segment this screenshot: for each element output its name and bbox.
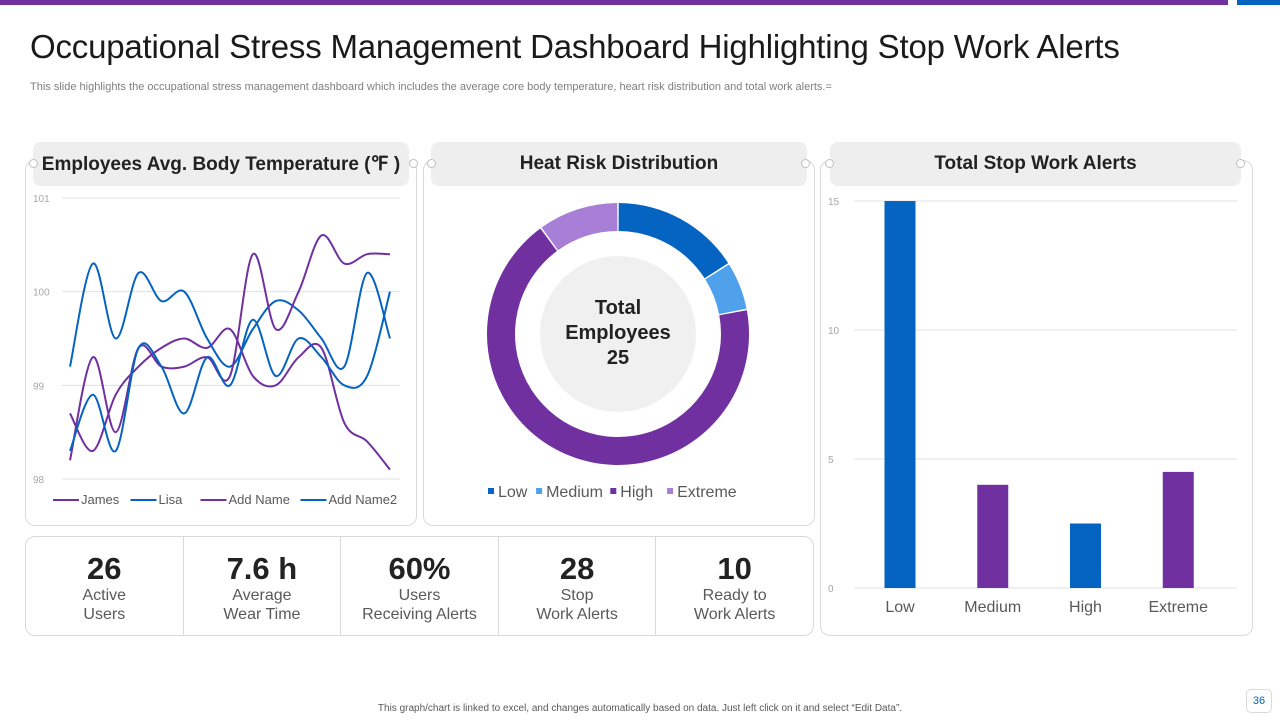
kpi-label: Users xyxy=(83,606,126,623)
kpi-label: Work Alerts xyxy=(693,606,776,623)
kpi-average-wear-time: 7.6 h Average Wear Time xyxy=(184,537,342,635)
y-tick-label: 100 xyxy=(33,288,50,299)
header-connector-dot xyxy=(29,159,38,168)
kpi-label: Average xyxy=(232,587,292,604)
y-tick-label: 5 xyxy=(828,455,834,466)
series-line xyxy=(69,327,391,471)
page-title: Occupational Stress Management Dashboard… xyxy=(30,28,1120,65)
x-tick-label: Low xyxy=(885,599,915,616)
bar xyxy=(1162,471,1194,588)
y-tick-label: 101 xyxy=(33,194,50,205)
legend-label: James xyxy=(81,492,120,507)
legend-label: High xyxy=(620,484,653,501)
kpi-label: Wear Time xyxy=(223,606,301,623)
kpi-row: 26 Active Users 7.6 h Average Wear Time … xyxy=(25,536,814,636)
bar xyxy=(884,201,916,588)
donut-center-line: Employees xyxy=(565,322,671,344)
legend-label: Extreme xyxy=(677,484,737,501)
kpi-label: Receiving Alerts xyxy=(362,606,477,623)
y-tick-label: 15 xyxy=(828,197,840,208)
alerts-card-header: Total Stop Work Alerts xyxy=(830,142,1241,186)
y-tick-label: 0 xyxy=(828,584,834,595)
series-line xyxy=(69,262,391,370)
legend-swatch xyxy=(488,488,494,494)
heat-risk-donut-chart: Low Medium High Extreme xyxy=(486,203,749,501)
donut-center-label: Total Employees 25 xyxy=(541,296,695,371)
legend-label: Add Name2 xyxy=(329,492,398,507)
temperature-card-header: Employees Avg. Body Temperature (℉ ) xyxy=(33,142,409,186)
y-tick-label: 98 xyxy=(33,475,45,486)
kpi-label: Active xyxy=(82,587,127,604)
legend-label: Medium xyxy=(546,484,603,501)
legend-swatch xyxy=(536,488,543,494)
kpi-value: 10 xyxy=(717,551,752,586)
donut-slice xyxy=(618,203,729,279)
donut-center-value: 25 xyxy=(606,347,630,369)
kpi-label: Work Alerts xyxy=(536,606,618,623)
legend-swatch xyxy=(667,488,674,494)
stop-work-alerts-bar-chart: 0 5 10 15 Low Medium High Extreme xyxy=(828,197,1237,616)
kpi-value: 28 xyxy=(559,551,595,586)
x-tick-label: Medium xyxy=(964,599,1021,616)
donut-slice xyxy=(541,203,618,251)
bar xyxy=(1070,523,1101,588)
top-accent-bar-blue xyxy=(1237,0,1280,5)
x-tick-label: High xyxy=(1069,599,1102,616)
header-connector-dot xyxy=(409,159,418,168)
kpi-value: 26 xyxy=(87,551,122,586)
legend-label: Lisa xyxy=(159,492,184,507)
footer-note: This graph/chart is linked to excel, and… xyxy=(377,703,903,714)
legend-swatch xyxy=(610,488,617,494)
kpi-label: Ready to xyxy=(702,587,767,604)
top-accent-bar-purple xyxy=(0,0,1228,5)
header-connector-dot xyxy=(1236,159,1245,168)
header-connector-dot xyxy=(427,159,436,168)
kpi-label: Stop xyxy=(560,587,594,604)
legend-label: Add Name xyxy=(229,492,290,507)
series-line xyxy=(69,234,391,461)
page-number: 36 xyxy=(1246,689,1272,713)
donut-center-line: Total xyxy=(594,297,642,319)
kpi-ready-to-work-alerts: 10 Ready to Work Alerts xyxy=(656,537,813,635)
kpi-value: 60% xyxy=(388,551,451,586)
kpi-label: Users xyxy=(398,587,441,604)
legend-label: Low xyxy=(498,484,528,501)
heat-risk-card-header: Heat Risk Distribution xyxy=(431,142,807,186)
kpi-value: 7.6 h xyxy=(226,551,298,586)
header-connector-dot xyxy=(801,159,810,168)
kpi-active-users: 26 Active Users xyxy=(26,537,184,635)
x-tick-label: Extreme xyxy=(1148,599,1208,616)
donut-center-disc xyxy=(540,256,696,412)
kpi-stop-work-alerts: 28 Stop Work Alerts xyxy=(499,537,657,635)
series-line xyxy=(69,291,391,453)
page-subtitle: This slide highlights the occupational s… xyxy=(30,81,832,93)
bar xyxy=(977,484,1009,588)
temperature-line-chart: 98 99 100 101 James Lisa Add Name Add Name2 xyxy=(33,194,400,507)
donut-slice xyxy=(705,264,747,315)
kpi-users-receiving-alerts: 60% Users Receiving Alerts xyxy=(341,537,499,635)
y-tick-label: 99 xyxy=(33,381,45,392)
y-tick-label: 10 xyxy=(828,326,840,337)
header-connector-dot xyxy=(825,159,834,168)
